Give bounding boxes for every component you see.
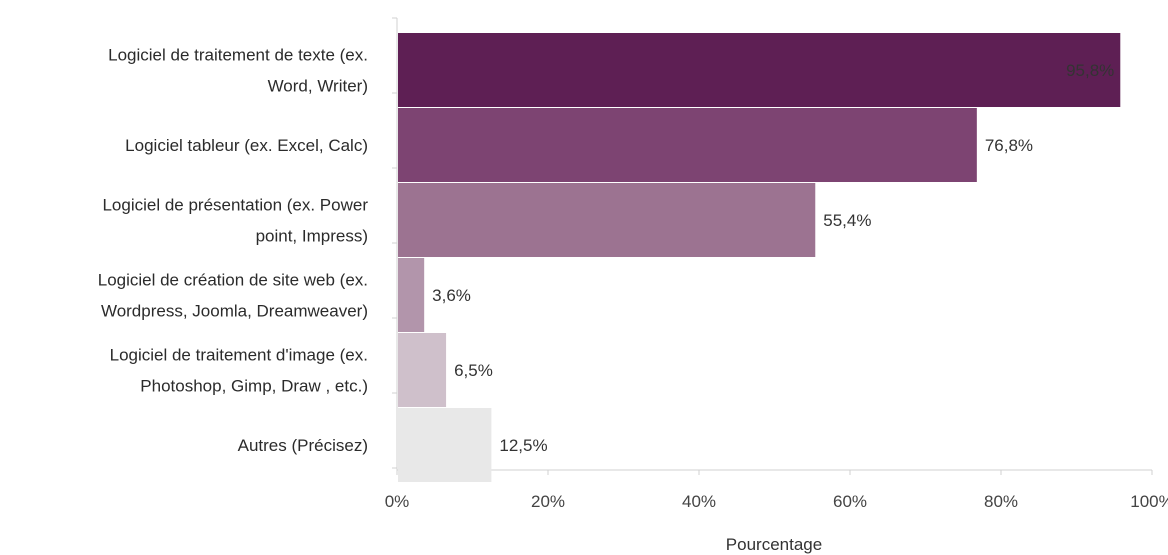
category-label-line: Autres (Précisez): [238, 436, 368, 455]
category-label: Logiciel de présentation (ex. Power point…: [102, 196, 368, 246]
bar: [398, 183, 816, 257]
category-label: Logiciel tableur (ex. Excel, Calc): [125, 136, 368, 155]
x-tick-label: 40%: [682, 492, 716, 511]
bar-value-label: 55,4%: [823, 211, 871, 230]
x-tick-label: 0%: [385, 492, 410, 511]
x-tick-label: 100%: [1130, 492, 1168, 511]
bar: [398, 408, 492, 482]
x-tick-label: 60%: [833, 492, 867, 511]
category-label-line: Logiciel de traitement d'image (ex.: [110, 346, 368, 365]
x-tick-label: 20%: [531, 492, 565, 511]
category-label-line: Logiciel de création de site web (ex.: [98, 271, 368, 290]
bar-value-label: 95,8%: [1066, 61, 1114, 80]
labels-group: 95,8% Logiciel de traitement de texte (ex…: [98, 46, 1115, 456]
bar: [398, 108, 977, 182]
bars-group: [398, 33, 1121, 482]
bar-value-label: 76,8%: [985, 136, 1033, 155]
x-tick-label: 80%: [984, 492, 1018, 511]
category-label: Logiciel de traitement d'image (ex. Photo…: [110, 346, 368, 396]
bar-value-label: 6,5%: [454, 361, 493, 380]
bar: [398, 258, 425, 332]
category-label: Logiciel de traitement de texte (ex. Word…: [108, 46, 368, 96]
bar-value-label: 3,6%: [432, 286, 471, 305]
bar: [398, 333, 447, 407]
category-label-line: Logiciel tableur (ex. Excel, Calc): [125, 136, 368, 155]
bar: [398, 33, 1121, 107]
category-label-line: Wordpress, Joomla, Dreamweaver): [101, 302, 368, 321]
category-label-line: Logiciel de présentation (ex. Power: [102, 196, 368, 215]
category-label: Logiciel de création de site web (ex. Wor…: [98, 271, 368, 321]
x-axis-title: Pourcentage: [726, 535, 822, 554]
category-label-line: Word, Writer): [268, 77, 368, 96]
category-label-line: Photoshop, Gimp, Draw , etc.): [140, 377, 368, 396]
axes-group: 0% 20% 40% 60% 80% 100%: [385, 17, 1168, 511]
category-label-line: Logiciel de traitement de texte (ex.: [108, 46, 368, 65]
category-label-line: point, Impress): [256, 227, 368, 246]
category-label: Autres (Précisez): [238, 436, 368, 455]
bar-value-label: 12,5%: [499, 436, 547, 455]
